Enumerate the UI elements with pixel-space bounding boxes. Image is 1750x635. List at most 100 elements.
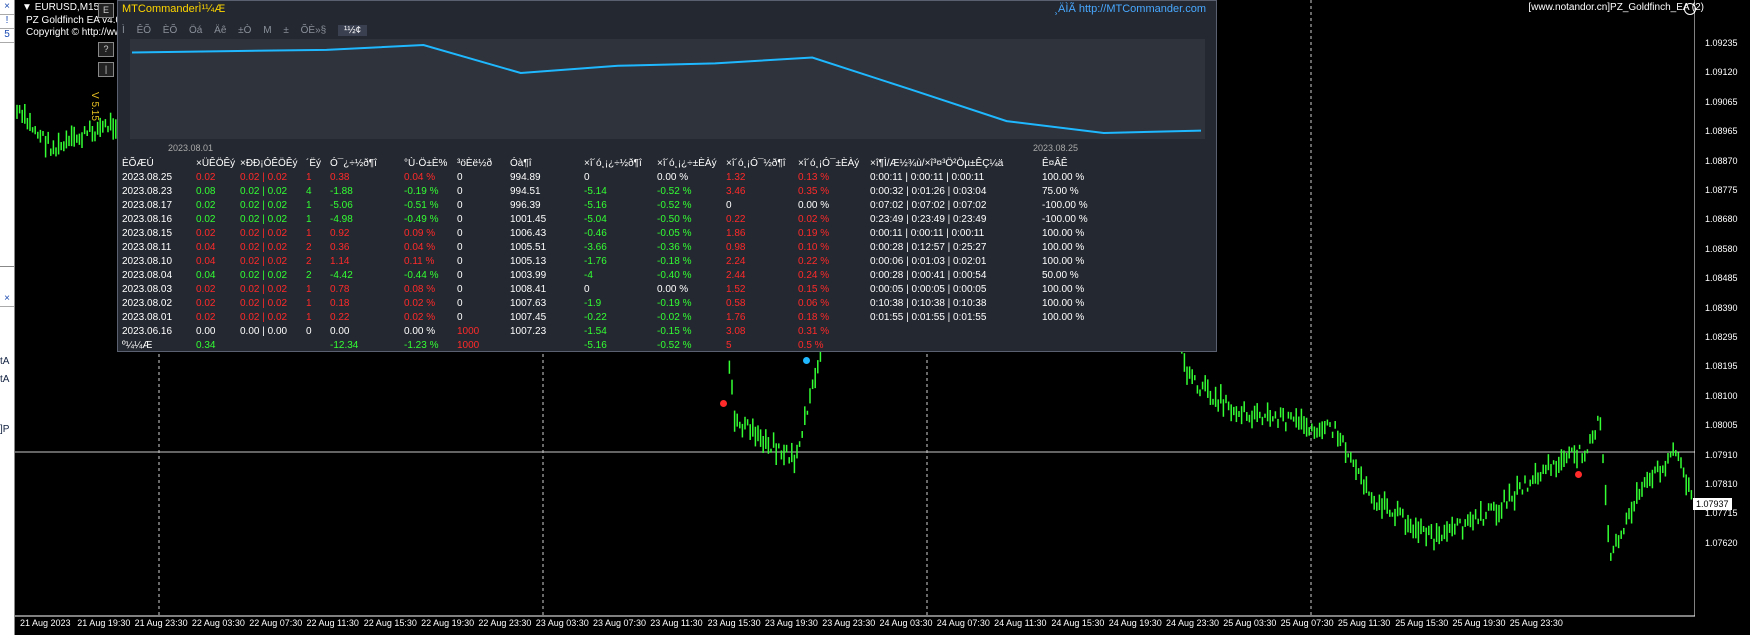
table-cell: 4 [306,186,312,197]
toolbar-item[interactable]: ÈÕ [162,25,178,36]
table-cell: 2023.08.11 [122,242,172,253]
ea-name: PZ Goldfinch EA v4.0 [26,15,121,26]
table-cell: 0.02 | 0.02 [240,284,288,295]
price-tick-label: 1.07810 [1705,479,1738,489]
table-cell: 0:07:02 | 0:07:02 | 0:07:02 [870,200,987,211]
help-button[interactable]: ? [98,42,114,57]
panel-edit-button[interactable]: E [98,3,114,18]
table-cell: -5.14 [584,186,607,197]
price-tick-label: 1.08295 [1705,332,1738,342]
table-cell: ×î´ó¸¡¿÷½ð¶î [584,158,642,169]
table-cell: 2023.08.03 [122,284,173,295]
table-cell: 0.02 | 0.02 [240,228,288,239]
table-cell: 1007.63 [510,298,547,309]
table-cell: 0.09 % [404,228,436,239]
table-cell: -0.52 % [657,200,692,211]
table-cell: 1000 [457,340,480,351]
time-tick-label: 25 Aug 11:30 [1337,618,1391,628]
table-cell: 3.46 [726,186,746,197]
table-cell: -1.88 [330,186,353,197]
time-tick-label: 25 Aug 15:30 [1395,618,1449,628]
table-cell: ×ÐÐ¡ÓÊÖÊý [240,158,298,169]
alert-icon[interactable]: ! [0,14,14,29]
table-cell: 1.76 [726,312,746,323]
table-cell: 2.24 [726,256,746,267]
table-cell: -5.06 [330,200,353,211]
number-tab[interactable]: 5 [0,28,14,43]
toolbar-active-tab[interactable]: ¹½¢ [338,25,368,36]
price-axis: 1.09235 1.09120 1.09065 1.08965 1.08870 1.087… [1695,0,1750,635]
table-cell: 1 [306,214,312,225]
table-cell: 0.02 | 0.02 [240,312,288,323]
table-cell: 0.02 [196,284,216,295]
table-cell: 2 [306,256,312,267]
panel-close-icon[interactable]: × [0,292,14,307]
toolbar-item[interactable]: ±Ò [238,25,252,36]
price-tick-label: 1.09235 [1705,38,1738,48]
panel-collapse-button[interactable]: | [98,62,114,77]
table-cell: 0.08 [196,186,216,197]
table-cell: 1 [306,200,312,211]
table-cell: 0.58 [726,298,746,309]
table-cell: 0:00:32 | 0:01:26 | 0:03:04 [870,186,987,197]
table-cell: Óà¶î [510,158,532,169]
version-label: V 5.15 [89,92,100,121]
price-tick-label: 1.07715 [1705,508,1738,519]
table-cell: 0.02 [196,200,216,211]
table-cell: 0:00:28 | 0:12:57 | 0:25:27 [870,242,987,253]
table-cell: 0 [584,172,590,183]
table-cell: 0.24 % [798,270,830,281]
table-cell: 0:00:05 | 0:00:05 | 0:00:05 [870,284,987,295]
table-cell: ÈÕÆÚ [122,158,154,169]
table-cell: 1005.51 [510,242,547,253]
toolbar-item[interactable]: ÕÈ»§ [300,25,327,36]
table-cell: 50.00 % [1042,270,1079,281]
trade-marker-icon [720,400,727,407]
table-cell: -0.52 % [657,186,692,197]
close-icon[interactable]: × [0,0,14,15]
mtcommander-stats-panel: MTCommanderÌ¹¼Æ ¸ÄÌÃ http://MTCommander.… [117,0,1217,352]
time-tick-label: 22 Aug 03:30 [191,618,245,628]
table-cell: 0 [726,200,732,211]
toolbar-item[interactable]: Ì [122,25,125,36]
table-cell: 100.00 % [1042,242,1085,253]
table-cell: 0.02 | 0.02 [240,270,288,281]
price-tick-label: 1.09120 [1705,67,1738,78]
table-cell: 2023.08.04 [122,270,173,281]
table-cell: 1005.13 [510,256,547,267]
table-cell: 0.00 % [404,326,436,337]
table-cell: 996.39 [510,200,541,211]
table-cell: 3.08 [726,326,746,337]
toolbar-item[interactable]: ± [283,25,289,36]
table-cell: 0 [457,256,463,267]
toolbar-item[interactable]: Öá [189,25,203,36]
table-cell: -100.00 % [1042,214,1088,225]
table-cell: 0.04 [196,256,216,267]
table-cell: 0 [457,270,463,281]
time-tick-label: 24 Aug 15:30 [1051,618,1105,628]
table-cell: 0.18 % [798,312,830,323]
chart-right-title: [www.notandor.cn]PZ_Goldfinch_EA (2) [1528,2,1704,13]
table-cell: 0.31 % [798,326,830,337]
time-tick-label: 23 Aug 07:30 [593,618,647,628]
toolbar-item[interactable]: M [263,25,272,36]
table-cell: -0.19 % [657,298,692,309]
table-cell: 0.06 % [798,298,830,309]
menu-triangle-icon[interactable]: ▼ [22,2,32,13]
table-cell: 0.04 [196,270,216,281]
price-tick-label: 1.08100 [1705,390,1738,401]
table-cell: 0.18 [330,298,350,309]
toolbar-item[interactable]: Äê [214,25,227,36]
time-tick-label: 21 Aug 2023 [20,618,71,628]
table-cell: 2023.08.23 [122,186,173,197]
table-cell: -0.49 % [404,214,439,225]
time-tick-label: 21 Aug 23:30 [134,618,188,628]
price-tick-label: 1.08195 [1705,361,1738,372]
table-cell: Ê¤ÂÊ [1042,158,1068,169]
price-tick-label: 1.08680 [1705,214,1738,225]
table-cell: 0:00:06 | 0:01:03 | 0:02:01 [870,256,987,267]
table-cell: -1.76 [584,256,607,267]
mtcommander-link[interactable]: ¸ÄÌÃ http://MTCommander.com [1054,3,1206,15]
toolbar-item[interactable]: ÊÕ [136,25,152,36]
table-cell: 1.86 [726,228,746,239]
